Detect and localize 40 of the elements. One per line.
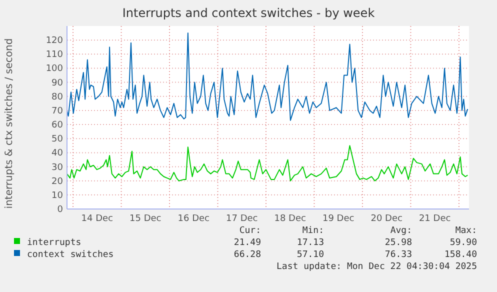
text: 21.49: [234, 238, 261, 248]
y-tick-label: 10: [52, 190, 64, 201]
y-tick-label: 120: [46, 36, 64, 46]
text: 76.33: [384, 250, 412, 260]
y-tick-label: 30: [52, 162, 64, 173]
x-tick-label: 21 Dec: [418, 214, 451, 224]
x-tick-label: 19 Dec: [322, 214, 354, 224]
text: 25.98: [384, 238, 412, 248]
y-tick-label: 0: [57, 205, 64, 215]
text: 17.13: [296, 238, 324, 248]
y-axis-title: interrupts & ctx switches / second: [4, 38, 15, 209]
y-tick-label: 100: [46, 64, 64, 74]
text: Max:: [455, 226, 477, 236]
text: 59.90: [450, 238, 477, 248]
chart-title: Interrupts and context switches - by week: [122, 6, 375, 20]
y-tick-label: 70: [52, 106, 64, 116]
text: Last update: Mon Dec 22 04:30:04 2025: [276, 262, 477, 272]
y-tick-label: 90: [52, 78, 64, 88]
y-tick-label: 20: [52, 176, 64, 187]
text: Cur:: [239, 226, 261, 236]
text: Min:: [302, 226, 324, 236]
text: 158.40: [444, 250, 477, 260]
y-tick-label: 50: [52, 134, 64, 145]
y-tick-label: 40: [52, 148, 64, 159]
y-tick-label: 60: [52, 120, 64, 131]
text: Avg:: [390, 226, 412, 236]
y-tick-label: 110: [46, 50, 64, 60]
line-series: [66, 32, 468, 121]
x-tick-label: 20 Dec: [370, 214, 403, 224]
text: 66.28: [234, 250, 261, 260]
x-tick-label: 18 Dec: [274, 214, 306, 224]
legend-label: interrupts: [27, 238, 82, 248]
x-tick-label: 14 Dec: [81, 214, 114, 224]
x-tick-label: 16 Dec: [178, 214, 210, 224]
line-series: [66, 145, 468, 182]
x-tick-label: 17 Dec: [226, 214, 258, 224]
text: 57.10: [296, 250, 324, 260]
y-tick-label: 80: [52, 92, 64, 102]
legend-label: context switches: [27, 250, 114, 260]
x-tick-label: 15 Dec: [130, 214, 162, 224]
